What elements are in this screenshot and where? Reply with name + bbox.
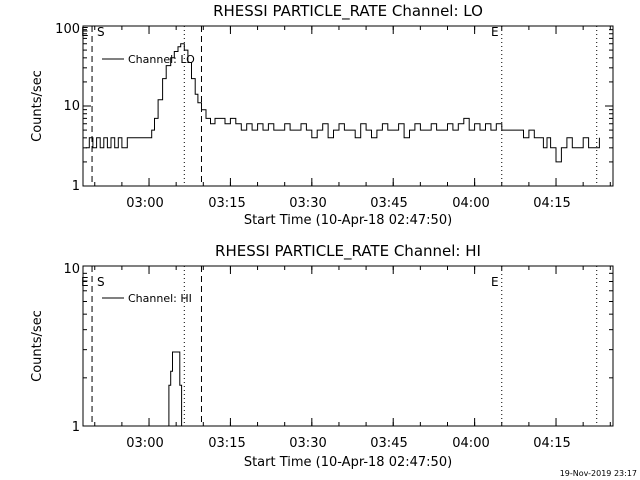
hi-plot-frame [82,265,614,427]
hi-x-tick-label: 03:15 [208,436,245,451]
lo-chart-panel: RHESSI PARTICLE_RATE Channel: LO Counts/… [30,2,614,228]
lo-x-axis-label: Start Time (10-Apr-18 02:47:50) [244,213,452,228]
lo-marker-label-e-start: E [81,25,89,39]
timestamp-label: 19-Nov-2019 23:17 [560,469,637,478]
hi-x-tick-label: 03:30 [289,436,326,451]
hi-y-axis-label: Counts/sec [30,310,45,382]
lo-x-tick-label: 03:15 [208,196,245,211]
lo-x-tick-label: 04:15 [533,196,570,211]
lo-y-tick-label-100: 100 [55,22,80,37]
lo-chart-title: RHESSI PARTICLE_RATE Channel: LO [213,2,483,21]
hi-x-ticks: 03:00 03:15 03:30 03:45 04:00 04:15 [126,436,570,451]
hi-x-axis-label: Start Time (10-Apr-18 02:47:50) [244,455,452,470]
hi-series-line [165,351,183,427]
lo-x-tick-label: 04:00 [452,196,489,211]
lo-legend-label: Channel: LO [128,53,195,66]
hi-legend-label: Channel: HI [128,292,192,305]
lo-tick-marks [83,25,613,187]
hi-x-tick-label: 03:00 [126,436,163,451]
hi-time-markers [91,266,598,426]
lo-marker-label-s: S [97,25,105,39]
hi-tick-marks [83,265,613,427]
hi-x-tick-label: 03:45 [370,436,407,451]
lo-x-tick-label: 03:45 [370,196,407,211]
hi-x-tick-label: 04:00 [452,436,489,451]
hi-marker-label-s: S [97,275,105,289]
hi-marker-label-e-start: E [81,275,89,289]
lo-y-tick-label-10: 10 [63,99,80,114]
hi-chart-title: RHESSI PARTICLE_RATE Channel: HI [215,242,481,261]
lo-y-tick-label-1: 1 [72,179,80,194]
lo-x-tick-label: 03:00 [126,196,163,211]
lo-marker-label-e-end: E [491,25,499,39]
hi-chart-panel: RHESSI PARTICLE_RATE Channel: HI Counts/… [30,242,614,470]
lo-x-ticks: 03:00 03:15 03:30 03:45 04:00 04:15 [126,196,570,211]
lo-y-axis-label: Counts/sec [30,70,45,142]
hi-marker-label-e-end: E [491,275,499,289]
hi-x-tick-label: 04:15 [533,436,570,451]
hi-y-tick-label-10: 10 [63,262,80,277]
lo-series-line [85,43,600,163]
lo-x-tick-label: 03:30 [289,196,326,211]
hi-y-tick-label-1: 1 [72,420,80,435]
